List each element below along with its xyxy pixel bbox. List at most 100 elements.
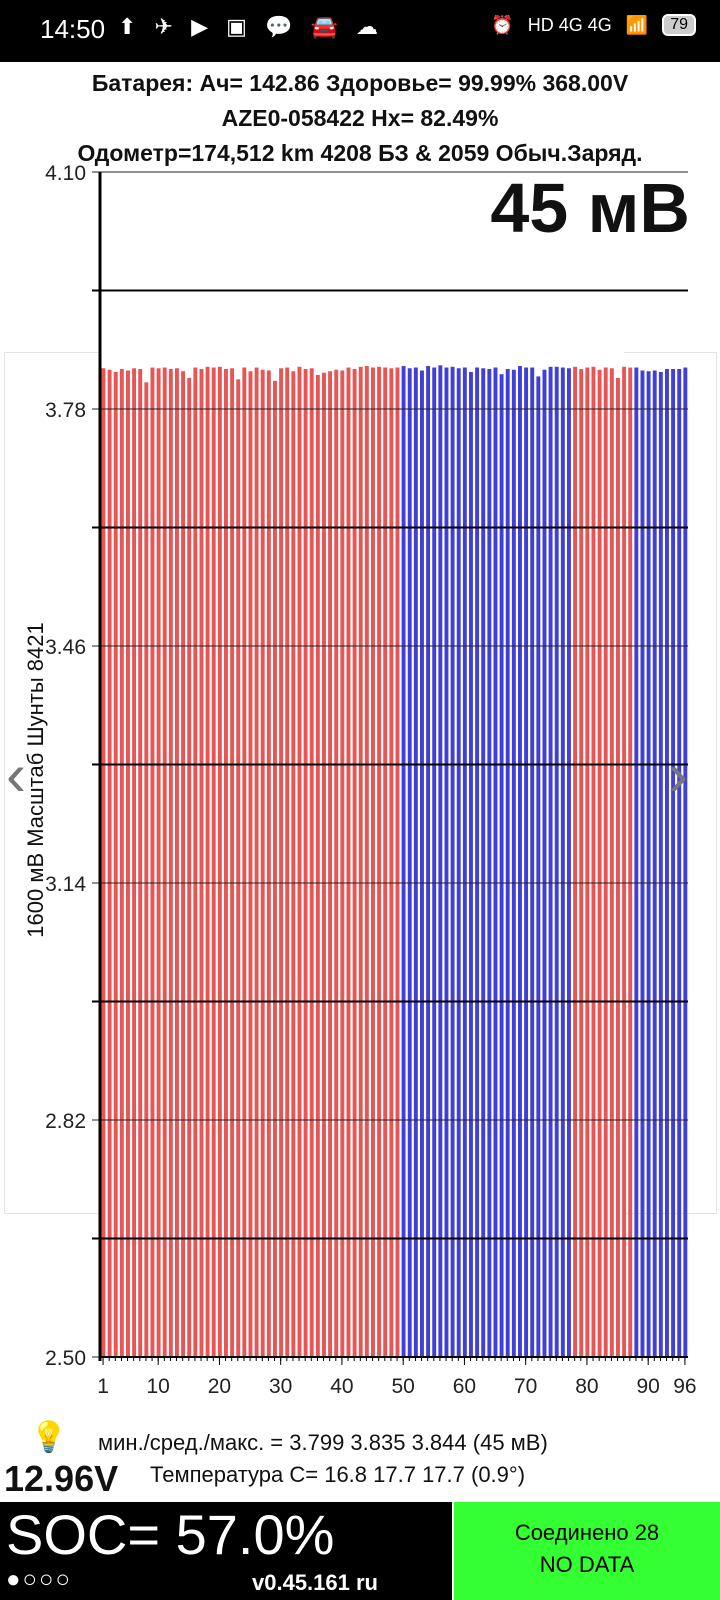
connection-status[interactable]: Соединено 28 NO DATA [454,1502,720,1600]
cell-bar-8 [144,382,149,1357]
cell-bar-92 [658,371,663,1357]
y-tick-label: 3.14 [45,873,86,896]
cell-bar-34 [303,369,308,1358]
cell-bar-89 [640,370,645,1357]
y-tick-label: 3.78 [45,399,86,422]
voltage-spread: 45 мВ [490,169,690,247]
cell-bar-10 [156,368,161,1357]
cell-bar-51 [407,368,412,1357]
lightbulb-icon[interactable]: 💡 [30,1421,68,1454]
network-text: HD 4G 4G [527,14,612,35]
cell-bar-95 [677,369,682,1358]
vin-health: AZE0-058422 Hx= 82.49% [221,105,499,131]
cell-bar-67 [505,369,510,1358]
page-dots[interactable]: ●○○○ [6,1566,72,1593]
cell-bar-6 [132,368,137,1357]
soc-panel[interactable]: SOC= 57.0% ●○○○ v0.45.161 ru [0,1502,452,1600]
cell-bar-65 [493,367,498,1357]
cell-bar-64 [487,369,492,1358]
cell-bar-37 [322,372,326,1358]
cell-bar-73 [542,369,547,1357]
cell-bar-91 [652,370,657,1357]
cell-bar-36 [315,374,320,1357]
x-tick-label: 70 [514,1375,537,1398]
cell-bar-94 [671,369,676,1358]
cell-bar-2 [107,369,112,1357]
cell-bar-85 [616,377,620,1357]
x-tick-label: 96 [673,1375,696,1398]
battery-icon: 79 [662,14,696,36]
cell-bar-48 [389,368,394,1357]
cell-bar-21 [224,369,228,1358]
status-notification-icons: ⬆ ✈ ▶ ▣ 💬 🚘 ☁ [118,14,385,39]
cell-bar-80 [585,367,590,1357]
cell-bar-32 [291,371,296,1357]
y-tick-label: 2.50 [45,1347,86,1370]
cell-bar-60 [462,367,467,1357]
cell-bar-19 [211,367,216,1357]
cell-bar-70 [524,367,529,1357]
cell-bar-93 [665,369,669,1358]
x-tick-label: 1 [97,1375,109,1398]
cell-bar-62 [475,367,480,1357]
aux-voltage: 12.96V [4,1458,119,1499]
soc-value: SOC= 57.0% [6,1503,335,1566]
alarm-icon: ⏰ [491,14,514,35]
cell-bar-5 [126,370,130,1357]
prev-page-chevron-icon[interactable]: ‹ [6,741,26,808]
cell-bar-16 [193,367,198,1357]
right-nav-panel [624,352,717,1214]
cell-bar-3 [113,371,118,1357]
cell-bar-84 [609,368,614,1357]
cell-bar-49 [395,367,400,1357]
x-tick-label: 50 [392,1375,415,1398]
cell-bar-39 [334,369,339,1357]
status-system-icons: ⏰ HD 4G 4G 📶 79 [491,14,696,36]
cell-voltage-chart: 4.10 3.78 3.46 3.14 2.82 2.50 1 10 20 30 40 50 60 70 8… [45,162,696,1398]
cell-bar-43 [358,366,363,1357]
cell-bar-75 [554,366,559,1357]
wifi-icon: 📶 [625,14,649,35]
cell-bar-17 [199,369,204,1358]
cell-bar-52 [413,367,418,1357]
cell-bar-25 [248,371,253,1357]
cell-bar-35 [309,368,314,1357]
cell-bar-81 [591,366,596,1357]
cell-bar-23 [236,379,241,1357]
cell-bar-24 [242,367,247,1357]
cell-bar-27 [260,369,265,1357]
y-axis-label: 1600 мВ Масштаб Шунты 8421 [23,622,48,938]
cell-bar-55 [432,367,437,1357]
y-tick-label: 2.82 [45,1110,86,1133]
cell-bar-14 [181,371,186,1357]
cell-bar-42 [352,369,357,1358]
y-tick-label: 4.10 [45,162,86,185]
cell-bar-86 [622,366,627,1357]
cell-bar-90 [646,371,651,1357]
cell-bar-26 [254,367,259,1357]
cell-bar-54 [426,366,431,1357]
x-tick-label: 60 [453,1375,476,1398]
cell-bar-40 [340,370,345,1357]
cell-bar-63 [481,368,486,1357]
cell-bar-74 [548,366,553,1357]
cell-bar-22 [230,368,235,1357]
next-page-chevron-icon[interactable]: › [668,741,688,808]
x-tick-label: 10 [147,1375,170,1398]
y-tick-label: 3.46 [45,636,86,659]
cell-bar-82 [597,369,602,1357]
cell-bar-77 [567,368,571,1357]
cell-bar-69 [518,366,522,1357]
cell-bar-68 [511,369,516,1357]
cell-bar-28 [266,370,271,1357]
cell-bar-57 [444,367,449,1357]
cell-bar-56 [438,365,443,1358]
cell-bar-58 [450,366,455,1357]
x-tick-label: 40 [330,1375,353,1398]
cell-bar-9 [150,367,155,1357]
cell-bar-18 [205,366,210,1357]
cell-bar-72 [536,376,541,1358]
min-avg-max: мин./сред./макс. = 3.799 3.835 3.844 (45… [98,1430,548,1455]
cell-bar-1 [101,368,106,1357]
cell-bar-47 [383,367,388,1357]
